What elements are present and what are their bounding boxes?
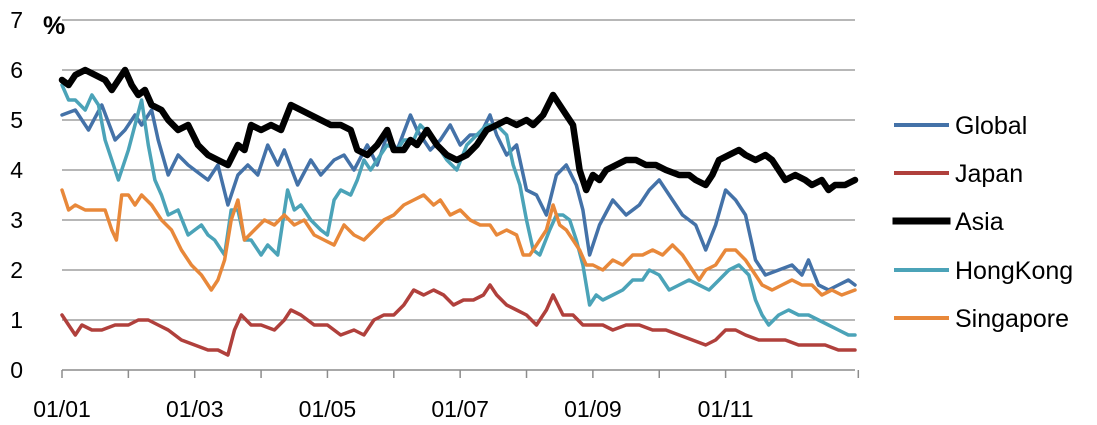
legend-label-singapore: Singapore — [955, 305, 1069, 333]
y-tick-label: 2 — [10, 257, 23, 283]
y-tick-label: 0 — [10, 357, 23, 383]
x-tick-label: 01/07 — [431, 396, 489, 422]
x-tick-label: 01/09 — [564, 396, 622, 422]
y-tick-label: 6 — [10, 57, 23, 83]
series-line-japan — [60, 283, 857, 357]
y-tick-label: 5 — [10, 107, 23, 133]
legend-label-asia: Asia — [955, 208, 1004, 236]
y-axis-unit: % — [43, 12, 65, 40]
series-line-global — [60, 103, 857, 292]
x-tick-label: 01/03 — [166, 396, 224, 422]
series-line-asia — [58, 66, 859, 194]
x-tick-label: 01/11 — [698, 396, 754, 422]
legend-label-japan: Japan — [955, 160, 1023, 188]
y-tick-label: 1 — [10, 307, 23, 333]
legend-label-hongkong: HongKong — [955, 257, 1073, 285]
y-axis-ticks: 0 1 2 3 4 5 6 7 — [10, 7, 23, 383]
y-tick-label: 4 — [10, 157, 23, 183]
x-tick-label: 01/05 — [299, 396, 357, 422]
legend: Global Japan Asia HongKong Singapore — [892, 112, 1073, 333]
y-tick-label: 3 — [10, 207, 23, 233]
x-tick-label: 01/01 — [33, 396, 91, 422]
legend-label-global: Global — [955, 112, 1027, 140]
series-line-singapore — [60, 188, 857, 297]
series-lines — [58, 66, 859, 357]
x-axis: 01/01 01/03 01/05 01/07 01/09 01/11 — [33, 369, 860, 422]
y-tick-label: 7 — [10, 7, 23, 33]
